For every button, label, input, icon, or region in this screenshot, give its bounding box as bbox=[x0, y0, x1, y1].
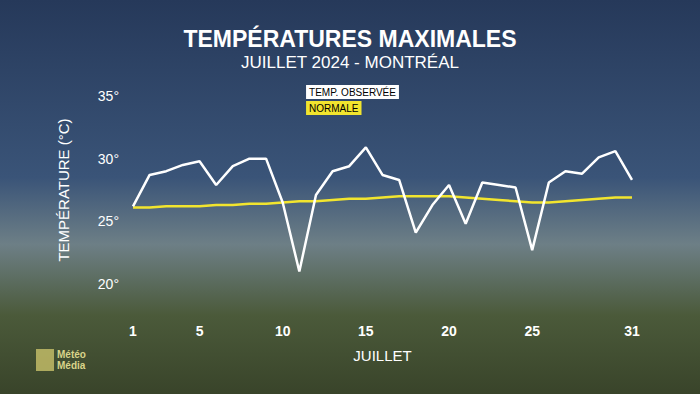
svg-text:JUILLET: JUILLET bbox=[353, 347, 411, 364]
svg-text:30°: 30° bbox=[98, 151, 119, 167]
svg-text:Météo: Météo bbox=[57, 349, 86, 360]
svg-text:31: 31 bbox=[624, 323, 640, 339]
svg-text:20: 20 bbox=[441, 323, 457, 339]
svg-text:1: 1 bbox=[129, 323, 137, 339]
svg-text:10: 10 bbox=[275, 323, 291, 339]
svg-text:25: 25 bbox=[524, 323, 540, 339]
svg-text:TEMP. OBSERVÉE: TEMP. OBSERVÉE bbox=[309, 86, 396, 98]
svg-text:TEMPÉRATURES MAXIMALES: TEMPÉRATURES MAXIMALES bbox=[183, 25, 516, 52]
svg-text:TEMPÉRATURE (°C): TEMPÉRATURE (°C) bbox=[55, 118, 72, 261]
svg-text:25°: 25° bbox=[98, 213, 119, 229]
svg-text:5: 5 bbox=[196, 323, 204, 339]
svg-text:35°: 35° bbox=[98, 88, 119, 104]
svg-text:Média: Média bbox=[57, 360, 86, 371]
svg-text:NORMALE: NORMALE bbox=[309, 103, 359, 114]
svg-text:JUILLET 2024 - MONTRÉAL: JUILLET 2024 - MONTRÉAL bbox=[241, 53, 459, 72]
svg-text:15: 15 bbox=[358, 323, 374, 339]
svg-text:20°: 20° bbox=[98, 276, 119, 292]
